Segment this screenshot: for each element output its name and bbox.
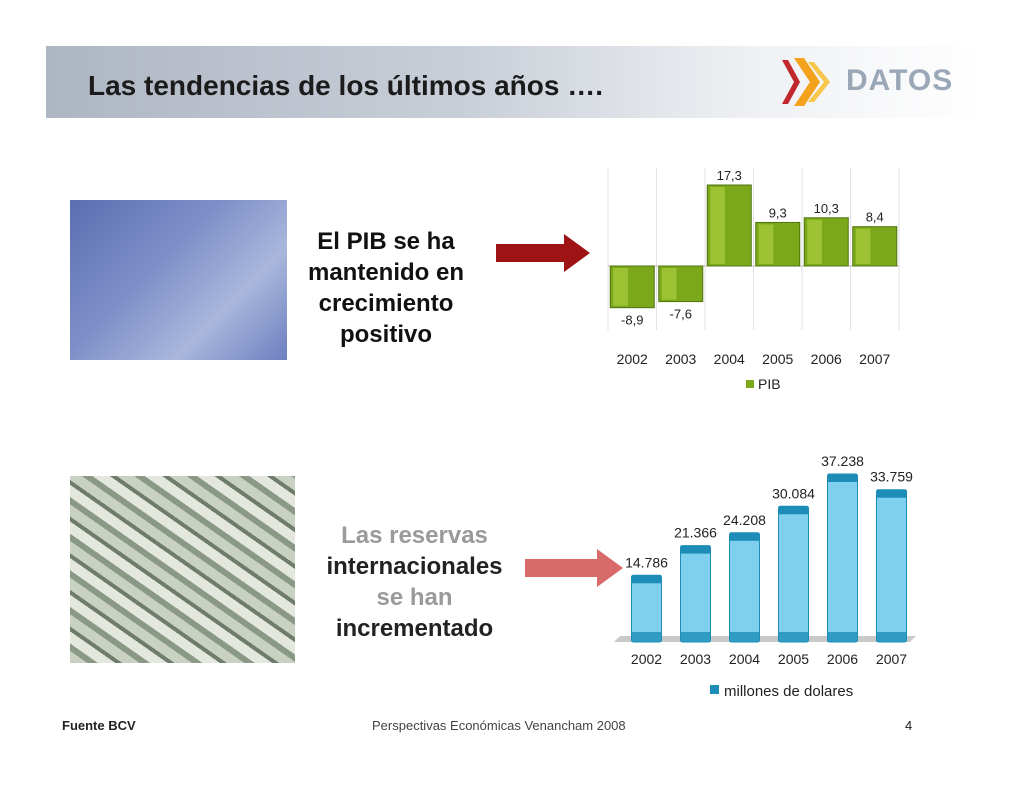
money-card-photo bbox=[70, 200, 287, 360]
reserves-caption-line: incrementado bbox=[335, 615, 494, 642]
reserves-data-label: 21.366 bbox=[674, 525, 717, 541]
pib-tick-label: 2004 bbox=[714, 351, 745, 367]
pib-data-label: 10,3 bbox=[814, 201, 839, 216]
reserves-legend-label: millones de dolares bbox=[724, 683, 853, 700]
pib-bar-highlight bbox=[661, 268, 677, 300]
reserves-bar-base bbox=[729, 632, 760, 642]
pib-tick-label: 2002 bbox=[617, 351, 648, 367]
pib-data-label: 17,3 bbox=[717, 168, 742, 183]
reserves-data-label: 37.238 bbox=[821, 453, 864, 469]
reserves-bar-base bbox=[876, 632, 907, 642]
pib-chart: -8,9 2002 -7,6 2003 17,3 2004 9,3 2005 10,3 2006 8… bbox=[607, 168, 900, 392]
pib-bar-highlight bbox=[613, 268, 628, 306]
pib-tick-label: 2006 bbox=[811, 351, 842, 367]
banknotes-photo bbox=[70, 476, 295, 663]
reserves-bar-cap bbox=[631, 575, 662, 584]
pib-caption-line: El PIB se ha bbox=[317, 228, 455, 255]
pib-caption-line: crecimiento bbox=[318, 290, 454, 317]
reserves-bar-base bbox=[631, 632, 662, 642]
reserves-bar bbox=[729, 532, 760, 643]
reserves-tick-label: 2007 bbox=[876, 651, 907, 667]
reserves-bar bbox=[876, 489, 907, 643]
reserves-caption: Las reservas internacionales se han incr… bbox=[312, 520, 517, 644]
reserves-data-label: 24.208 bbox=[723, 512, 766, 528]
footer-source: Fuente BCV bbox=[62, 718, 136, 733]
reserves-bar bbox=[778, 505, 809, 643]
pib-legend-swatch bbox=[746, 380, 754, 388]
reserves-bar-cap bbox=[778, 506, 809, 515]
reserves-tick-label: 2002 bbox=[631, 651, 662, 667]
reserves-bar-cap bbox=[680, 545, 711, 554]
page-title: Las tendencias de los últimos años …. bbox=[88, 70, 604, 101]
pib-tick-label: 2005 bbox=[762, 351, 793, 367]
pib-caption: El PIB se ha mantenido en crecimiento po… bbox=[300, 226, 472, 350]
pib-data-label: 8,4 bbox=[866, 210, 884, 225]
pib-data-label: -7,6 bbox=[670, 307, 692, 322]
reserves-bar bbox=[631, 574, 662, 643]
reserves-bar bbox=[827, 473, 858, 643]
reserves-data-label: 30.084 bbox=[772, 485, 815, 501]
reserves-tick-label: 2006 bbox=[827, 651, 858, 667]
pib-bar-highlight bbox=[710, 187, 725, 264]
pib-legend-label: PIB bbox=[758, 376, 781, 392]
pib-bar-highlight bbox=[855, 228, 871, 264]
reserves-data-label: 14.786 bbox=[625, 554, 668, 570]
reserves-bar-cap bbox=[876, 489, 907, 498]
pib-data-label: 9,3 bbox=[769, 205, 787, 220]
logo-text: DATOS bbox=[846, 64, 954, 97]
reserves-legend-swatch bbox=[710, 685, 719, 694]
pib-bar-highlight bbox=[758, 224, 774, 264]
pib-tick-label: 2003 bbox=[665, 351, 696, 367]
arrow-right-icon bbox=[496, 234, 590, 272]
reserves-caption-line: se han bbox=[376, 584, 453, 611]
pib-caption-line: positivo bbox=[339, 321, 432, 348]
pib-bar-highlight bbox=[807, 219, 822, 264]
datos-logo-icon bbox=[782, 58, 830, 106]
reserves-bar-cap bbox=[729, 532, 760, 541]
pib-caption-line: mantenido en bbox=[307, 259, 464, 286]
reserves-bar bbox=[680, 545, 711, 643]
pib-data-label: -8,9 bbox=[621, 313, 643, 328]
reserves-data-label: 33.759 bbox=[870, 469, 913, 485]
reserves-tick-label: 2005 bbox=[778, 651, 809, 667]
footer-center: Perspectivas Económicas Venancham 2008 bbox=[372, 718, 626, 733]
reserves-bar-base bbox=[827, 632, 858, 642]
reserves-tick-label: 2003 bbox=[680, 651, 711, 667]
reserves-caption-line: internacionales bbox=[326, 553, 503, 580]
page-number: 4 bbox=[905, 718, 913, 733]
pib-tick-label: 2007 bbox=[859, 351, 890, 367]
arrow-right-icon bbox=[525, 549, 623, 587]
reserves-bar-base bbox=[778, 632, 809, 642]
reserves-bar-base bbox=[680, 632, 711, 642]
reserves-bar-cap bbox=[827, 474, 858, 482]
reserves-tick-label: 2004 bbox=[729, 651, 760, 667]
reserves-caption-line: Las reservas bbox=[341, 522, 488, 549]
reserves-chart: 14.786 2002 21.366 2003 24.208 2004 30.084 2005… bbox=[614, 453, 916, 700]
